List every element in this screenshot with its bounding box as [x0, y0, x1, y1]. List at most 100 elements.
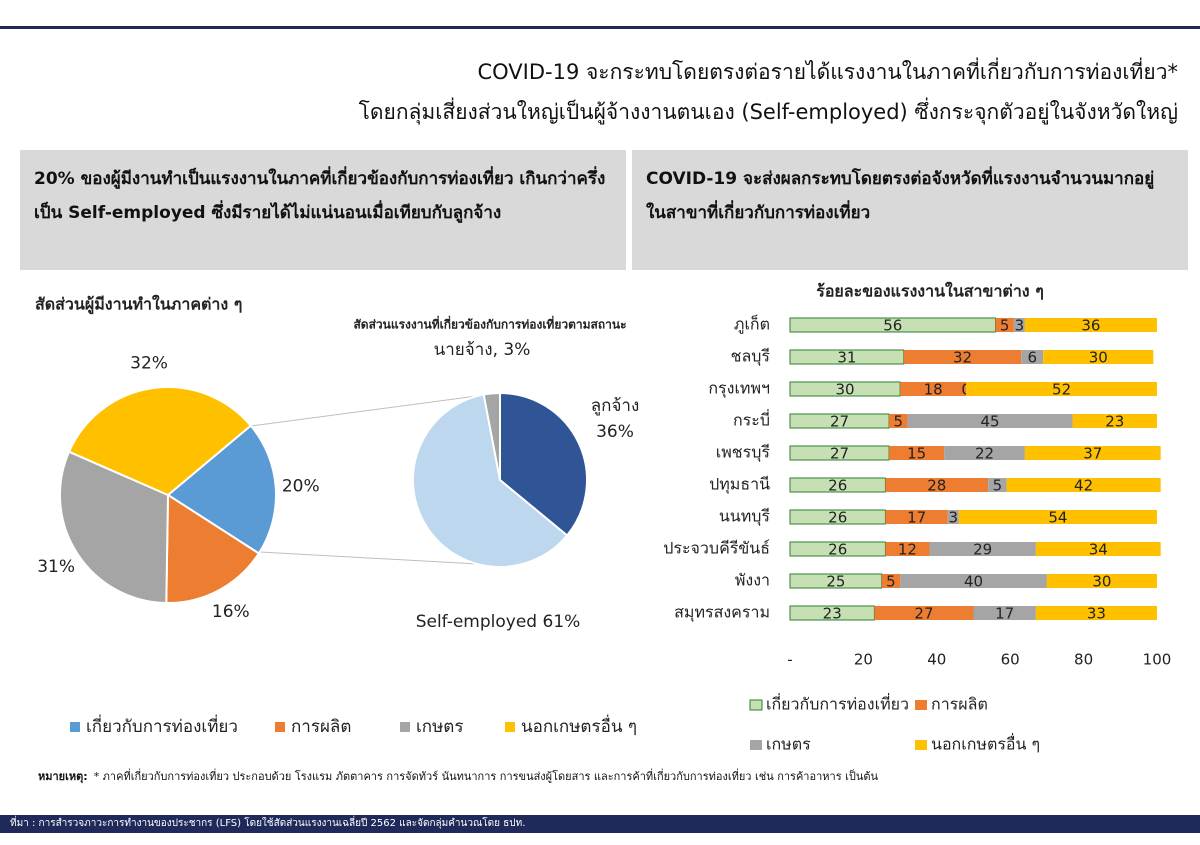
bar-segment: [1072, 414, 1157, 428]
data-label: 27: [830, 445, 849, 463]
y-tick-label: นนทบุรี: [719, 507, 771, 527]
bar-segment: [903, 350, 1022, 364]
bar-segment: [889, 414, 908, 428]
bar-segment: [885, 478, 989, 492]
legend-swatch: [749, 699, 763, 711]
note-label: หมายเหตุ:: [38, 770, 88, 783]
bar-segment: [1013, 318, 1025, 332]
x-tick-label: 60: [1001, 651, 1020, 669]
pie-slice: [482, 391, 501, 481]
panel: 20% ของผู้มีงานทำเป็นแรงงานในภาคที่เกี่ย…: [20, 150, 626, 270]
bar-segment: [973, 606, 1036, 620]
bar-segment: [958, 510, 1157, 524]
data-label: 42: [1074, 477, 1093, 495]
x-tick-label: 80: [1074, 651, 1093, 669]
data-label: 29: [973, 541, 992, 559]
pie-slice: [59, 450, 170, 605]
data-label: 30: [836, 381, 855, 399]
pie-slice: [412, 393, 569, 568]
title: COVID-19 จะกระทบโดยตรงต่อรายได้แรงงานในภ…: [477, 60, 1178, 84]
bar-segment: [944, 446, 1025, 460]
data-label: 12: [898, 541, 917, 559]
y-tick-label: พังงา: [735, 571, 770, 590]
bar-segment: [947, 510, 959, 524]
y-tick-label: ประจวบคีรีขันธ์: [663, 539, 770, 558]
data-label: 18: [924, 381, 943, 399]
data-label: 28: [927, 477, 946, 495]
data-label: 31: [837, 349, 856, 367]
legend-swatch: [70, 722, 80, 732]
data-label: 40: [964, 573, 983, 591]
data-label: ลูกจ้าง 36%: [591, 396, 640, 442]
legend-label: การผลิต: [931, 695, 988, 714]
legend-label: การผลิต: [291, 717, 351, 737]
data-label: 27: [914, 605, 933, 623]
data-label: 26: [828, 541, 847, 559]
data-label: 30: [1089, 349, 1108, 367]
bar-segment: [1006, 478, 1161, 492]
x-tick-label: 20: [854, 651, 873, 669]
pie-slice: [166, 424, 277, 555]
data-label: 26: [828, 509, 847, 527]
data-label: 33: [1087, 605, 1106, 623]
x-tick-label: -: [787, 651, 792, 669]
data-label: 17: [907, 509, 926, 527]
x-tick-label: 40: [927, 651, 946, 669]
bar-segment: [900, 574, 1047, 588]
bar-segment: [1043, 350, 1154, 364]
y-tick-label: สมุทรสงคราม: [674, 603, 770, 623]
note: หมายเหตุ: * ภาคที่เกี่ยวกับการท่องเที่ยว …: [38, 767, 878, 785]
bar-segment: [900, 382, 967, 396]
data-label: 30: [1092, 573, 1111, 591]
panel: COVID-19 จะส่งผลกระทบโดยตรงต่อจังหวัดที่…: [632, 150, 1188, 270]
data-label: 15: [907, 445, 926, 463]
data-label: 45: [980, 413, 999, 431]
bar-segment: [1035, 606, 1157, 620]
chart-title: สัดส่วนผู้มีงานทำในภาคต่าง ๆ: [35, 295, 242, 316]
bar-segment: [789, 445, 890, 461]
bar-segment: [885, 542, 930, 556]
y-tick-label: กระบี่: [733, 409, 770, 430]
legend-swatch: [915, 700, 927, 710]
title: โดยกลุ่มเสี่ยงส่วนใหญ่เป็นผู้จ้างงานตนเอ…: [358, 100, 1178, 124]
y-tick-label: เพชรบุรี: [716, 443, 771, 463]
top-rule: [0, 26, 1200, 29]
bar-segment: [907, 414, 1073, 428]
legend-label: เกษตร: [416, 717, 463, 737]
x-tick-label: 100: [1143, 651, 1172, 669]
data-label: 3: [949, 509, 959, 527]
pie-slice: [499, 391, 588, 537]
data-label: 31%: [37, 557, 75, 577]
data-label: 6: [1027, 349, 1037, 367]
y-tick-label: ภูเก็ต: [734, 314, 770, 335]
bar-segment: [1024, 318, 1157, 332]
data-label: 32: [953, 349, 972, 367]
bar-segment: [995, 318, 1014, 332]
legend-swatch: [915, 740, 927, 750]
data-label: 5: [886, 573, 896, 591]
data-label: 26: [828, 477, 847, 495]
chart-title: สัดส่วนแรงงานที่เกี่ยวข้องกับการท่องเที่…: [353, 316, 626, 332]
data-label: Self-employed 61%: [416, 612, 581, 632]
data-label: 3: [1015, 317, 1025, 335]
data-label: 36: [1081, 317, 1100, 335]
y-tick-label: กรุงเทพฯ: [708, 379, 770, 399]
chart-title: ร้อยละของแรงงานในสาขาต่าง ๆ: [816, 282, 1044, 301]
connector: [250, 393, 493, 427]
data-label: 34: [1089, 541, 1108, 559]
bar-segment: [789, 413, 890, 429]
data-label: 16%: [212, 602, 250, 622]
bar-segment: [874, 606, 974, 620]
data-label: 25: [826, 573, 845, 591]
pie-slice: [165, 493, 261, 604]
bar-segment: [988, 478, 1007, 492]
legend-swatch: [275, 722, 285, 732]
source: ที่มา : การสำรวจภาวะการทำงานของประชากร (…: [0, 815, 1200, 833]
pie-slice: [67, 386, 253, 497]
data-label: 23: [1105, 413, 1124, 431]
data-label: 23: [823, 605, 842, 623]
data-label: 5: [993, 477, 1003, 495]
data-label: 32%: [130, 353, 168, 373]
